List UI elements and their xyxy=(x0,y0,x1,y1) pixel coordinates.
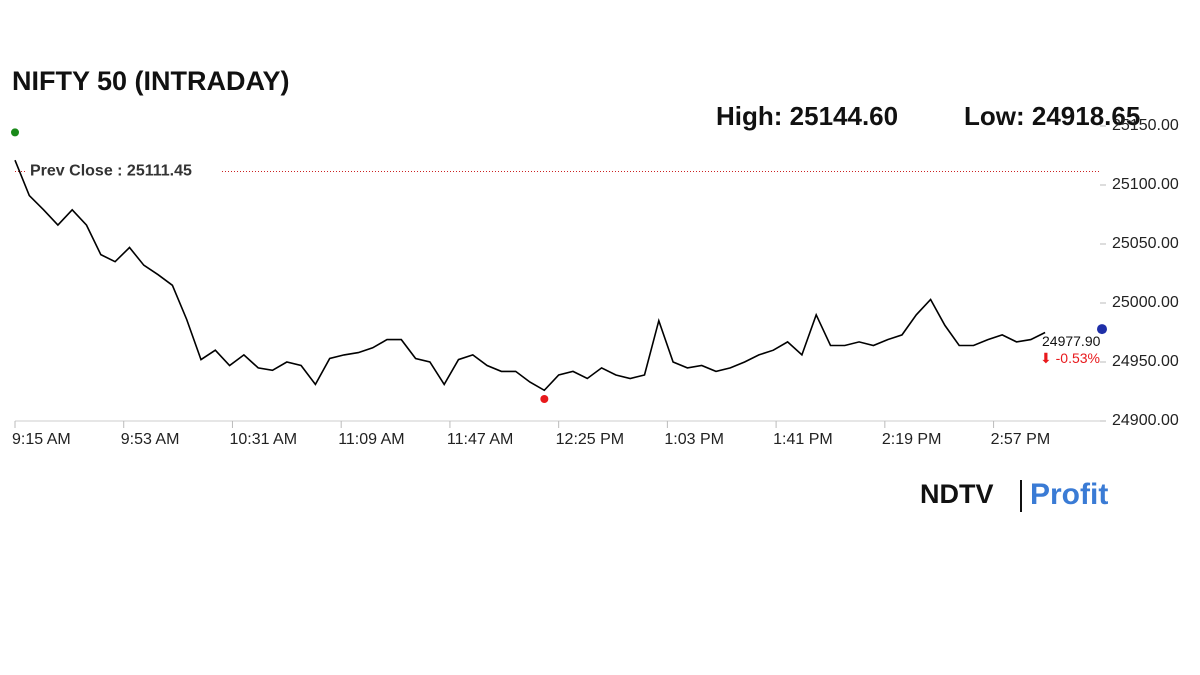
x-tick-label: 2:57 PM xyxy=(991,431,1051,448)
chart-title: NIFTY 50 (INTRADAY) xyxy=(12,66,290,96)
y-tick-label: 25100.00 xyxy=(1112,176,1179,193)
y-tick-label: 25050.00 xyxy=(1112,235,1179,252)
change-label: ⬇ -0.53% xyxy=(1040,350,1100,366)
x-tick-label: 1:41 PM xyxy=(773,431,833,448)
x-tick-label: 11:09 AM xyxy=(338,431,404,448)
price-line xyxy=(14,159,1046,392)
x-tick-label: 2:19 PM xyxy=(882,431,942,448)
y-tick-label: 24950.00 xyxy=(1112,353,1179,370)
close-label: 24977.90 xyxy=(1042,333,1101,349)
close-marker xyxy=(1097,324,1107,335)
x-tick-label: 1:03 PM xyxy=(664,431,724,448)
logo-brand: NDTV xyxy=(920,479,994,509)
prev-close-bg xyxy=(26,160,222,183)
x-tick-label: 11:47 AM xyxy=(447,431,513,448)
prev-close-label: Prev Close : 25111.45 xyxy=(30,163,192,180)
logo-product: Profit xyxy=(1030,478,1108,511)
low-label: Low: 24918.65 xyxy=(964,101,1140,131)
low-marker xyxy=(540,394,549,403)
x-tick-label: 12:25 PM xyxy=(556,431,624,448)
high-label: High: 25144.60 xyxy=(716,101,898,131)
high-marker xyxy=(11,128,19,137)
y-tick-label: 24900.00 xyxy=(1112,412,1179,429)
x-tick-label: 9:15 AM xyxy=(12,431,71,448)
x-tick-label: 9:53 AM xyxy=(121,431,180,448)
y-tick-label: 25150.00 xyxy=(1112,117,1179,134)
x-tick-label: 10:31 AM xyxy=(229,431,297,448)
y-tick-label: 25000.00 xyxy=(1112,294,1179,311)
